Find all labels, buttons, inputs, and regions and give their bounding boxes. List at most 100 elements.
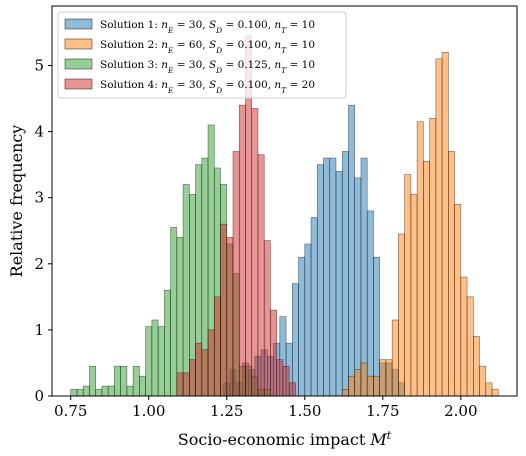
series-4-bar (257, 154, 265, 397)
series-4-bar (201, 349, 209, 397)
series-2-bar (429, 118, 437, 397)
legend-label-part: T (281, 86, 287, 95)
y-axis-label: Relative frequency (7, 125, 26, 278)
series-2-bar (466, 296, 474, 397)
legend-label-3: Solution 3: nE = 30, SD = 0.125, nT = 10 (100, 59, 315, 75)
series-3-bar (95, 389, 103, 397)
x-tick-label: 1.50 (288, 402, 321, 420)
legend-label-part: E (167, 46, 174, 55)
series-1-bar (348, 104, 356, 397)
series-3-bar (126, 385, 134, 397)
x-axis-label-superscript: t (387, 429, 392, 442)
x-tick-label: 1.25 (210, 402, 243, 420)
legend: Solution 1: nE = 30, SD = 0.100, nT = 10… (57, 11, 347, 99)
series-2-bar (385, 359, 393, 397)
series-1-bar (341, 151, 349, 397)
series-1-bar (298, 256, 306, 397)
legend-label-4: Solution 4: nE = 30, SD = 0.100, nT = 20 (100, 79, 315, 95)
legend-label-1: Solution 1: nE = 30, SD = 0.100, nT = 10 (100, 19, 315, 35)
series-2-bar (454, 204, 462, 397)
legend-label-part: = 0.100, (222, 19, 274, 31)
series-2-bar (366, 375, 374, 397)
series-2-bar (491, 389, 499, 397)
legend-label-part: = 60, (173, 39, 209, 51)
series-3-bar (170, 227, 178, 397)
x-tick-label: 0.75 (54, 402, 87, 420)
legend-label-part: = 10 (286, 59, 315, 71)
series-2-bar (460, 276, 468, 397)
legend-box (57, 11, 347, 99)
legend-label-part: n (274, 59, 281, 71)
series-2-bar (348, 375, 356, 397)
series-4-bar (276, 359, 284, 397)
series-2-bar (404, 174, 412, 397)
y-tick-label: 3 (34, 189, 44, 207)
series-2-bar (373, 375, 380, 397)
legend-label-part: = 0.125, (222, 59, 274, 71)
legend-label-part: S (209, 39, 216, 51)
series-2-bar (416, 121, 424, 397)
y-axis: 0 1 2 3 4 5 (34, 56, 52, 405)
legend-label-part: n (274, 39, 281, 51)
series-3-bar (89, 365, 96, 397)
series-1-bar (354, 177, 362, 397)
series-3-bar (151, 319, 159, 397)
series-2-bar (479, 365, 487, 397)
x-tick-label: 2.00 (444, 402, 477, 420)
legend-label-part: n (161, 59, 168, 71)
legend-label-part: D (215, 46, 222, 55)
legend-label-2: Solution 2: nE = 60, SD = 0.100, nT = 10 (100, 39, 315, 55)
legend-label-part: S (209, 19, 216, 31)
series-2-bar (391, 319, 399, 397)
series-4-bar (207, 329, 215, 397)
legend-label-part: D (215, 66, 222, 75)
legend-label-part: D (215, 86, 222, 95)
series-4-bar (195, 342, 203, 397)
series-4-bar (232, 151, 240, 397)
series-4-bar (226, 237, 234, 397)
legend-label-part: E (167, 66, 174, 75)
series-2-bar (341, 389, 349, 397)
legend-label-part: = 30, (173, 19, 209, 31)
legend-label-part: E (167, 26, 174, 35)
legend-swatch-3 (64, 58, 93, 70)
series-2-bar (448, 151, 455, 397)
series-2-bars (341, 51, 499, 397)
series-2-bar (423, 161, 430, 397)
x-axis-label-symbol: M (369, 430, 387, 449)
series-2-bar (410, 194, 418, 397)
series-2-bar (398, 233, 405, 397)
series-4-bar (213, 296, 221, 397)
series-3-bar (157, 326, 165, 397)
series-3-bar (139, 375, 146, 397)
x-axis-label-text: Socio-economic impact (178, 430, 371, 449)
series-4-bar (270, 309, 277, 397)
legend-label-part: T (281, 66, 287, 75)
series-4-bar (220, 223, 228, 397)
legend-label-part: S (209, 59, 216, 71)
plot-frame (51, 5, 518, 397)
legend-label-part: = 30, (173, 79, 209, 91)
legend-label-part: = 0.100, (222, 79, 274, 91)
series-3-bar (182, 184, 190, 397)
series-3-bar (82, 385, 90, 397)
series-1-bar (329, 157, 337, 397)
series-2-bar (441, 51, 449, 397)
series-3-bar (120, 365, 128, 397)
series-3-bar (70, 389, 78, 397)
legend-swatch-4 (64, 78, 93, 90)
y-tick-label: 2 (34, 255, 44, 273)
legend-label-part: n (274, 79, 281, 91)
y-tick-label: 4 (34, 123, 44, 141)
series-1-bar (360, 157, 368, 397)
legend-label-part: E (167, 86, 174, 95)
legend-swatch-1 (64, 18, 93, 30)
series-2-bar (473, 336, 480, 397)
series-4-bar (182, 372, 190, 397)
legend-label-part: = 20 (286, 79, 315, 91)
legend-label-part: S (209, 79, 216, 91)
x-tick-label: 1.00 (132, 402, 165, 420)
legend-label-part: T (281, 26, 287, 35)
series-3-bar (145, 326, 153, 397)
series-3-bar (101, 385, 109, 397)
